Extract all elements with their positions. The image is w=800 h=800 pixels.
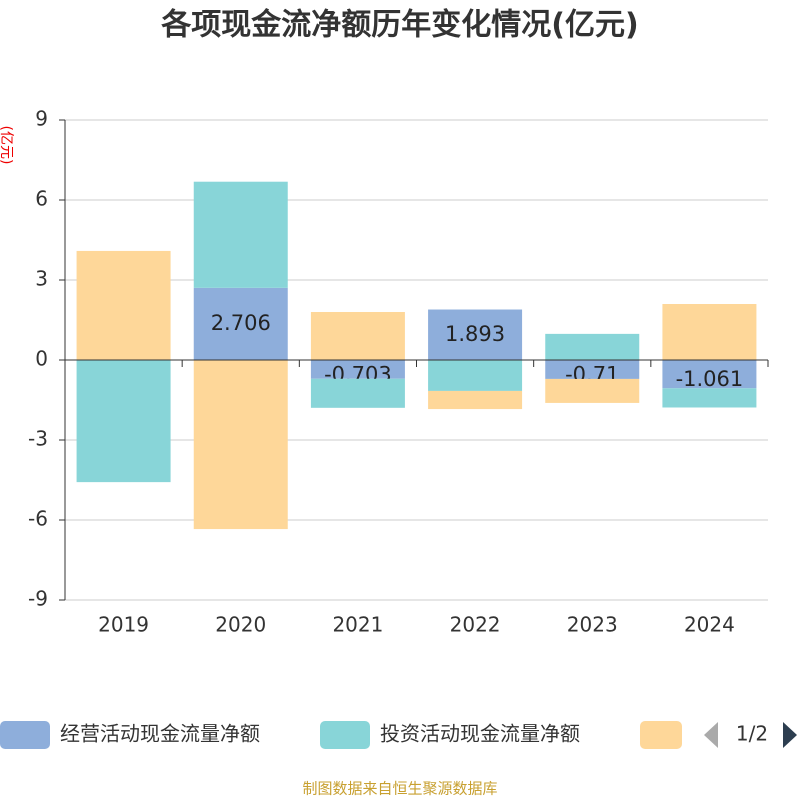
legend-label: 经营活动现金流量净额	[60, 722, 260, 746]
bar	[662, 304, 757, 360]
y-axis-label: (亿元)	[0, 126, 14, 165]
bar	[310, 360, 405, 379]
y-tick-label: -9	[28, 587, 48, 611]
data-label: 1.893	[445, 322, 505, 346]
bar	[662, 360, 757, 389]
x-tick-label: 2024	[684, 613, 735, 637]
bar	[310, 378, 405, 408]
legend-page: 1/2	[736, 722, 768, 746]
chart-title: 各项现金流净额历年变化情况(亿元)	[160, 8, 638, 43]
bar	[76, 250, 171, 360]
bar	[545, 360, 640, 379]
bar	[662, 388, 757, 408]
bar	[310, 312, 405, 360]
bar	[193, 181, 288, 288]
data-label: 2.706	[211, 311, 271, 335]
bar	[193, 360, 288, 530]
bar	[76, 360, 171, 483]
bar	[545, 333, 640, 360]
x-tick-label: 2022	[450, 613, 501, 637]
bar	[428, 390, 523, 410]
legend-prev[interactable]	[704, 722, 718, 748]
source-note: 制图数据来自恒生聚源数据库	[302, 780, 497, 798]
legend-swatch	[640, 721, 682, 749]
data-label: -1.061	[676, 367, 744, 391]
bar	[428, 309, 523, 360]
bar	[428, 360, 523, 391]
x-tick-label: 2023	[567, 613, 618, 637]
bar	[545, 378, 640, 403]
legend-swatch	[320, 721, 370, 749]
legend-swatch	[0, 721, 50, 749]
x-tick-label: 2019	[98, 613, 149, 637]
y-tick-label: 3	[35, 267, 48, 291]
y-tick-label: -6	[28, 507, 48, 531]
y-tick-label: 0	[35, 347, 48, 371]
x-tick-label: 2021	[332, 613, 383, 637]
y-tick-label: -3	[28, 427, 48, 451]
y-tick-label: 6	[35, 187, 48, 211]
legend-next[interactable]	[783, 722, 797, 748]
legend-label: 投资活动现金流量净额	[380, 722, 580, 746]
x-tick-label: 2020	[215, 613, 266, 637]
y-tick-label: 9	[35, 107, 48, 131]
bar	[193, 287, 288, 360]
